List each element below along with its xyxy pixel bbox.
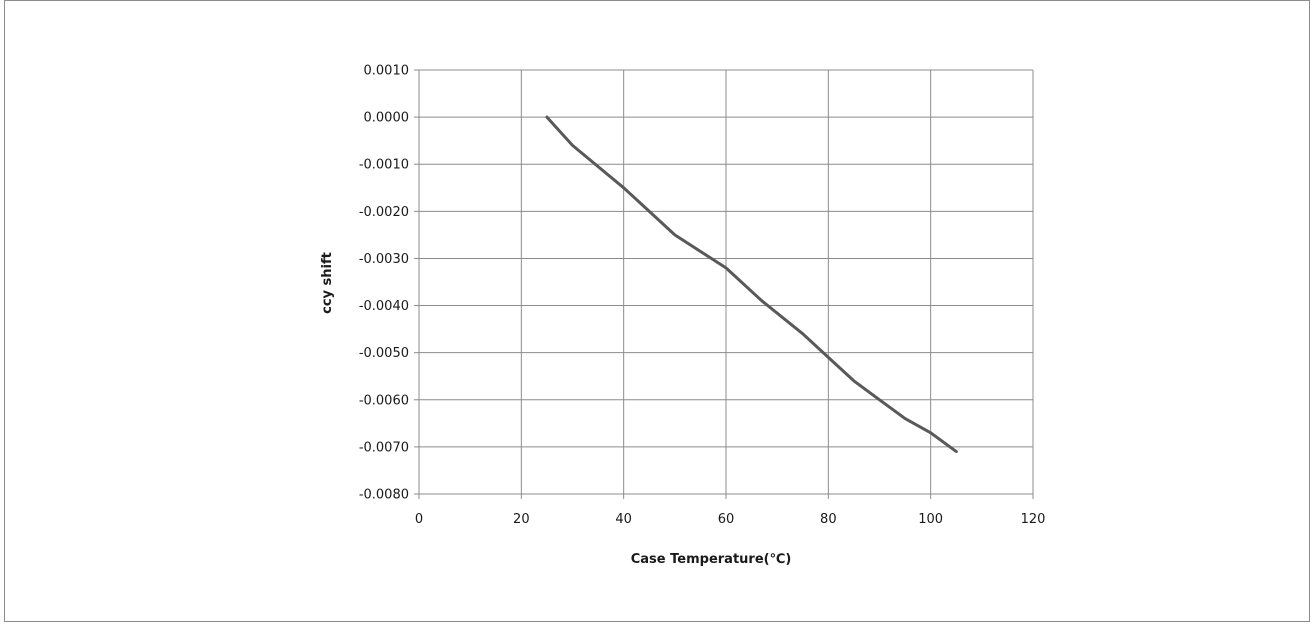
x-tick-label: 0: [415, 512, 423, 527]
y-tick-label: -0.0050: [359, 346, 409, 361]
y-tick-label: -0.0030: [359, 252, 409, 267]
y-tick-label: -0.0020: [359, 205, 409, 220]
series-layer: [545, 115, 958, 454]
x-axis-title: Case Temperature(℃): [631, 552, 792, 567]
x-tick-label: 80: [820, 512, 837, 527]
tick-labels: 0.0010 0.0000 -0.0010 -0.0020 -0.0030 -0.0040…: [359, 64, 1046, 528]
x-tick-label: 120: [1021, 512, 1046, 527]
y-tick-label: -0.0010: [359, 158, 409, 173]
grid: [414, 69, 1034, 499]
x-tick-label: 100: [918, 512, 943, 527]
x-tick-label: 40: [615, 512, 632, 527]
series-line: [545, 115, 958, 454]
chart: 0.0010 0.0000 -0.0010 -0.0020 -0.0030 -0.0040…: [320, 64, 1046, 568]
x-tick-label: 60: [718, 512, 735, 527]
y-tick-label: -0.0080: [359, 488, 409, 503]
y-tick-label: -0.0060: [359, 393, 409, 408]
y-tick-label: 0.0000: [364, 111, 410, 126]
x-tick-label: 20: [513, 512, 530, 527]
chart-frame: 0.0010 0.0000 -0.0010 -0.0020 -0.0030 -0.0040…: [4, 0, 1310, 622]
y-tick-label: -0.0070: [359, 440, 409, 455]
y-axis-title: ccy shift: [320, 252, 335, 314]
y-tick-label: -0.0040: [359, 299, 409, 314]
y-tick-label: 0.0010: [364, 64, 410, 79]
